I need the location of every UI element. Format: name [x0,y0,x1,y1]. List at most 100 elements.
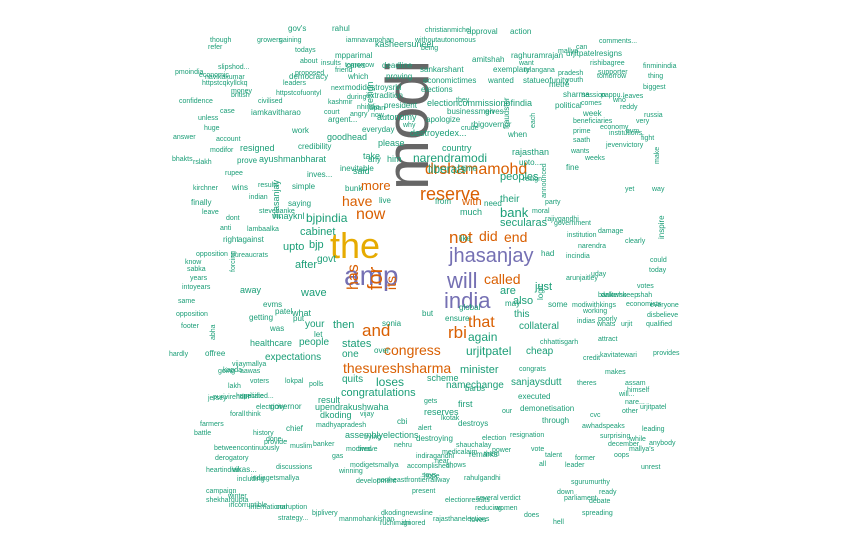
cloud-word: saying [288,199,312,208]
cloud-word: iamkavitharao [251,108,301,117]
cloud-word: modiwave [346,446,378,453]
cloud-word: rishibagree [590,60,625,67]
cloud-word: withoutautonomous [415,37,476,44]
cloud-word: our [502,408,513,415]
cloud-word: northeastfrontierrailway [377,477,450,484]
cloud-word: executed [518,392,551,401]
cloud-word: live [379,196,392,205]
cloud-word: rbigovernor [471,120,512,129]
cloud-word: and [362,321,391,340]
cloud-word: attract [598,336,618,343]
cloud-word: bhakts [172,156,193,163]
cloud-word: trying [364,434,382,441]
cloud-word: right [223,235,239,244]
cloud-word: mallya [558,48,579,55]
cloud-word: awhadspeaks [582,423,625,430]
cloud-word: sonia [382,319,402,328]
cloud-word: opposition [196,251,228,258]
cloud-word: reducing... [475,505,508,512]
cloud-word: going [218,368,236,375]
cloud-word: ensure [445,314,470,323]
cloud-word: kavitatewari [600,352,637,359]
cloud-word: government [554,220,591,227]
cloud-word: gives [485,107,504,116]
cloud-word: reserves [424,407,459,417]
cloud-word: uday [591,271,607,278]
cloud-word: pmoindia [175,69,204,76]
cloud-word: strategy... [278,515,309,522]
cloud-word: approval [467,27,498,36]
cloud-word: gaining [279,37,302,44]
cloud-word: footer [181,323,199,330]
cloud-word: today [649,267,667,274]
cloud-word: specific [240,393,264,400]
cloud-word: ready [599,489,617,496]
cloud-word: logic [536,283,545,300]
cloud-word: vijaymallya [232,361,267,368]
cloud-word: madhyapradesh [316,422,367,429]
cloud-word: then [333,319,355,331]
cloud-word: nhindia [357,104,380,111]
cloud-word: telangana [524,67,555,74]
cloud-word: about [300,58,318,65]
cloud-word: himself [627,387,650,394]
cloud-word: purivirender [213,394,250,401]
cloud-word: biggest [643,84,666,91]
cloud-word: assam [625,380,646,387]
cloud-word: lkotak [441,415,460,422]
cloud-word: not [449,228,473,247]
cloud-word: friend [335,67,353,74]
cloud-word: saath [573,137,591,144]
cloud-word: they [456,97,470,104]
cloud-word: him [387,154,402,164]
cloud-word: demonetisation [520,404,575,413]
cloud-word: bunk [345,184,363,193]
cloud-word: loses [376,375,405,389]
cloud-word: hell [553,519,564,526]
cloud-word: years [190,275,208,282]
cloud-word: them [484,451,500,458]
cloud-word: expectations [265,352,322,363]
cloud-word: tomorrow [345,62,375,69]
cloud-word: yet [625,186,635,193]
cloud-word: unrest [641,464,661,471]
cloud-word: tomorrow [597,73,627,80]
cloud-word: modidestroysrbi [345,83,402,92]
cloud-word: economictimes [423,76,477,85]
cloud-word: weeks [585,155,605,162]
cloud-word: loves [470,517,487,524]
cloud-word: jersey [208,395,227,402]
cloud-word: finally [191,198,212,207]
cloud-word: reddy [620,104,638,111]
cloud-word: this [514,309,530,320]
cloud-word: talent [545,452,563,459]
cloud-word: destroys [458,419,489,428]
cloud-word: getting [249,313,274,322]
cloud-word: govt [317,254,336,265]
cloud-word: after [295,259,318,271]
cloud-word: mallya's [629,446,655,453]
cloud-word: arunjaitley [566,275,598,282]
cloud-word: rajasthanelections [433,516,490,523]
cloud-word: vikas... [232,465,257,474]
cloud-word: theres [577,380,597,387]
cloud-word: modigetsmallya [350,462,399,469]
cloud-word: leave [202,209,219,216]
cloud-word: medicalaim [442,449,478,456]
cloud-word: extradition [366,91,403,100]
cloud-word: kirchner [193,185,218,192]
cloud-word: statueofunity [523,76,569,85]
cloud-word: thing [648,73,664,80]
cloud-word: cheap [526,346,554,357]
cloud-word: now... [371,112,390,119]
cloud-word: bureaucrats [231,252,268,259]
cloud-word: electionresults [445,497,490,504]
cloud-word: reserve [420,184,481,204]
cloud-word: beneficiaries [573,118,613,125]
cloud-word: just [535,281,553,293]
cloud-word: same [178,298,196,305]
cloud-word: indian [249,194,268,201]
cloud-word: british [231,92,250,99]
cloud-word: hardly [169,351,189,358]
